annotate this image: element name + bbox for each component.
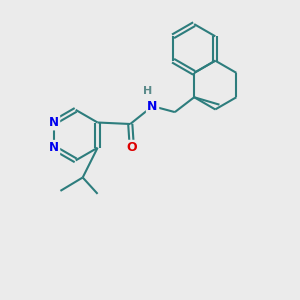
Text: N: N — [147, 100, 158, 113]
Text: N: N — [49, 141, 59, 154]
Text: H: H — [143, 86, 153, 96]
Text: O: O — [126, 141, 137, 154]
Text: N: N — [49, 116, 59, 129]
